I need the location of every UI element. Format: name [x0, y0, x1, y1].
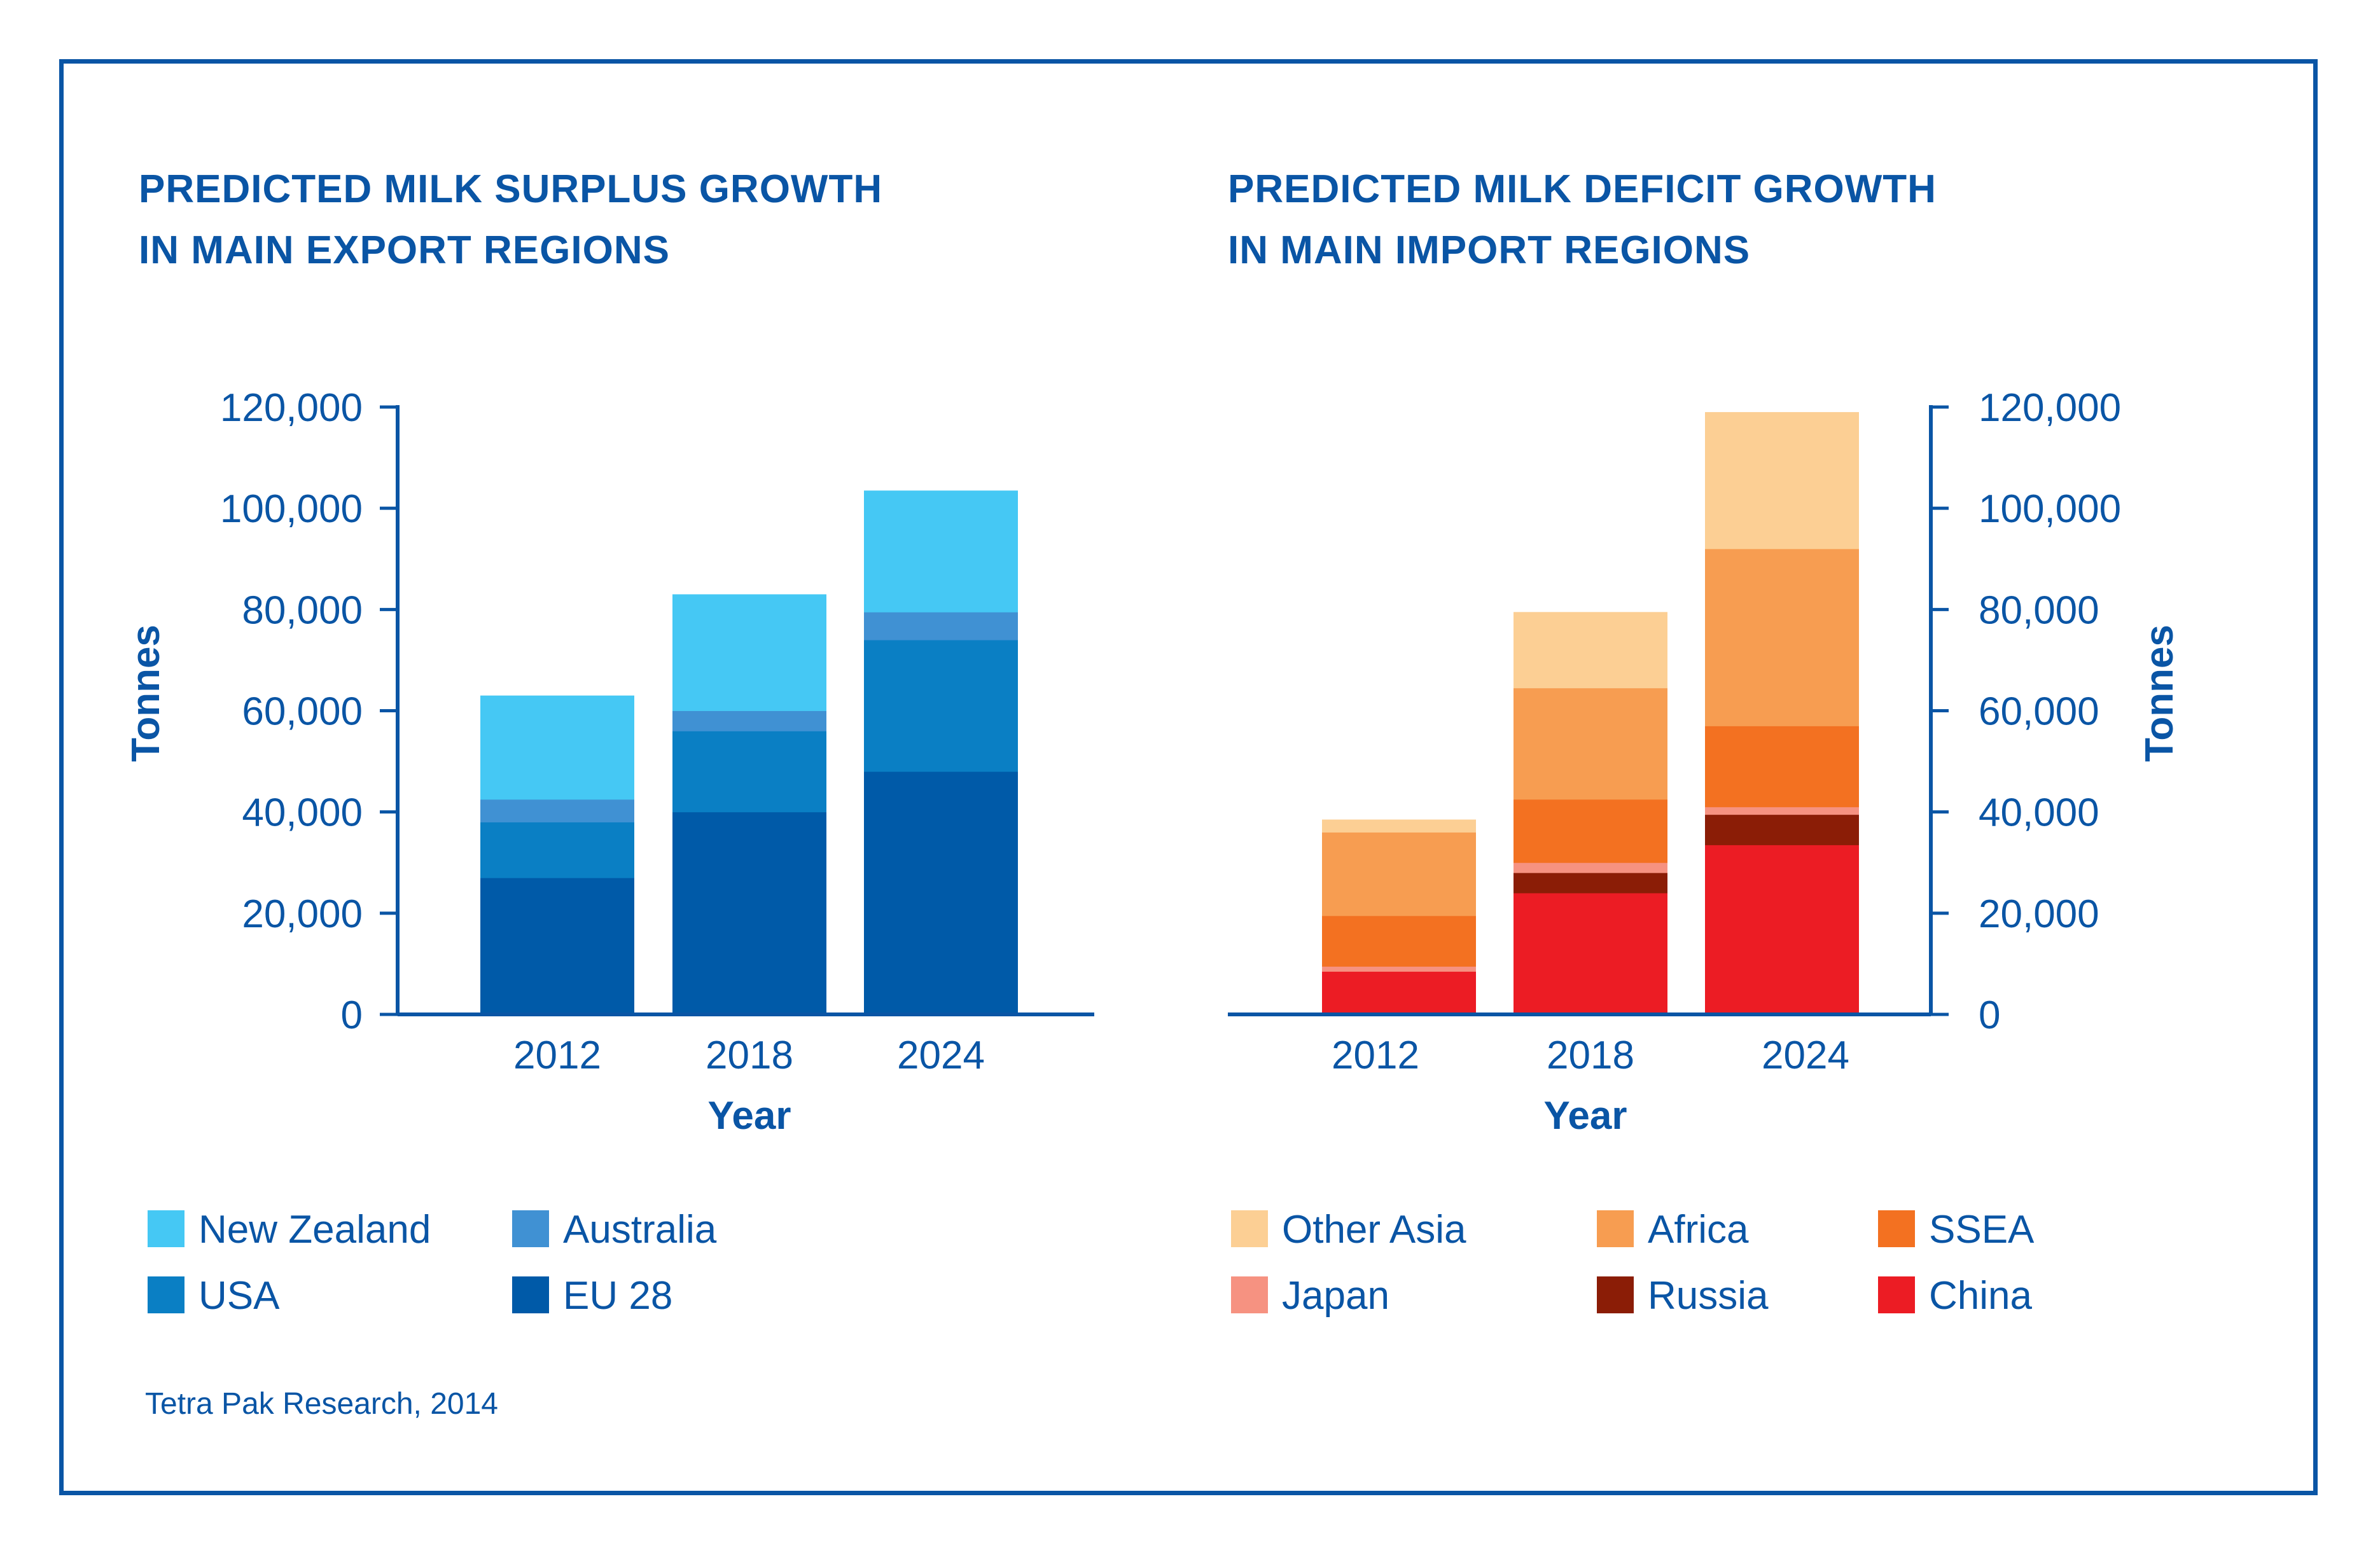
deficit-bar-2018-china [1514, 893, 1667, 1015]
surplus-bar-2012-new-zealand [480, 695, 634, 800]
surplus-y-tick-label-3: 60,000 [242, 690, 363, 734]
surplus-legend-label-new-zealand: New Zealand [198, 1208, 431, 1252]
surplus-legend-swatch-australia [512, 1210, 549, 1247]
deficit-y-tick-label-5: 100,000 [1979, 487, 2121, 531]
surplus-y-tick-label-5: 100,000 [220, 487, 363, 531]
surplus-bar-2018-eu-28 [672, 812, 826, 1015]
surplus-x-tick-label-2012: 2012 [513, 1033, 601, 1077]
surplus-y-tick-label-6: 120,000 [220, 386, 363, 430]
deficit-bar-2012-ssea [1322, 915, 1476, 967]
surplus-legend-swatch-eu-28 [512, 1276, 549, 1313]
left-chart-title-line-2: IN MAIN EXPORT REGIONS [139, 228, 670, 272]
deficit-y-tick-label-3: 60,000 [1979, 690, 2099, 734]
deficit-legend-label-russia: Russia [1648, 1274, 1769, 1318]
surplus-bar-2012-eu-28 [480, 878, 634, 1015]
deficit-bar-2012-africa [1322, 832, 1476, 916]
deficit-bar-2012-japan [1322, 966, 1476, 972]
deficit-bar-2018-russia [1514, 873, 1667, 894]
surplus-y-axis-title: Tonnes [124, 625, 168, 762]
surplus-y-tick-label-4: 80,000 [242, 588, 363, 632]
surplus-x-axis-title: Year [707, 1094, 791, 1138]
surplus-x-tick-label-2018: 2018 [706, 1033, 793, 1077]
surplus-y-tick-label-1: 20,000 [242, 892, 363, 936]
deficit-y-tick-label-1: 20,000 [1979, 892, 2099, 936]
right-chart-title: PREDICTED MILK DEFICIT GROWTH IN MAIN IM… [1228, 159, 1937, 281]
surplus-bar-2018-australia [672, 710, 826, 731]
surplus-y-tick-label-0: 0 [341, 993, 363, 1037]
deficit-bar-2024-russia [1705, 814, 1859, 845]
surplus-bar-2024-australia [864, 612, 1018, 640]
deficit-bar-2024-japan [1705, 806, 1859, 815]
deficit-legend-label-china: China [1929, 1274, 2033, 1318]
right-chart-title-line-1: PREDICTED MILK DEFICIT GROWTH [1228, 167, 1937, 211]
deficit-bar-2012-other-asia [1322, 819, 1476, 833]
surplus-bar-2012-usa [480, 822, 634, 878]
deficit-legend-swatch-russia [1597, 1276, 1634, 1313]
deficit-x-tick-label-2018: 2018 [1547, 1033, 1634, 1077]
deficit-legend-swatch-ssea [1878, 1210, 1915, 1247]
deficit-bar-2018-africa [1514, 688, 1667, 800]
figure-frame [59, 59, 2318, 1495]
surplus-legend-label-usa: USA [198, 1274, 280, 1318]
surplus-bar-2024-new-zealand [864, 490, 1018, 612]
surplus-legend-label-australia: Australia [563, 1208, 717, 1252]
deficit-legend-label-other-asia: Other Asia [1282, 1208, 1466, 1252]
deficit-legend-label-ssea: SSEA [1929, 1208, 2035, 1252]
left-chart-title-line-1: PREDICTED MILK SURPLUS GROWTH [139, 167, 883, 211]
right-chart-title-line-2: IN MAIN IMPORT REGIONS [1228, 228, 1751, 272]
deficit-x-tick-label-2024: 2024 [1762, 1033, 1849, 1077]
deficit-legend-swatch-china [1878, 1276, 1915, 1313]
deficit-legend-swatch-africa [1597, 1210, 1634, 1247]
deficit-bar-2012-china [1322, 971, 1476, 1015]
deficit-legend-label-japan: Japan [1282, 1274, 1389, 1318]
surplus-legend-label-eu-28: EU 28 [563, 1274, 672, 1318]
deficit-bar-2018-ssea [1514, 799, 1667, 863]
deficit-legend-swatch-japan [1231, 1276, 1268, 1313]
deficit-bar-2024-china [1705, 845, 1859, 1015]
surplus-y-tick-label-2: 40,000 [242, 791, 363, 835]
deficit-y-tick-label-0: 0 [1979, 993, 2000, 1037]
deficit-bar-2024-africa [1705, 548, 1859, 726]
surplus-legend-swatch-usa [148, 1276, 184, 1313]
deficit-legend-label-africa: Africa [1648, 1208, 1749, 1252]
deficit-x-axis-title: Year [1543, 1094, 1627, 1138]
deficit-bar-2018-japan [1514, 862, 1667, 873]
surplus-bar-2024-eu-28 [864, 771, 1018, 1015]
deficit-y-tick-label-4: 80,000 [1979, 588, 2099, 632]
deficit-y-axis-title: Tonnes [2138, 625, 2182, 762]
deficit-bar-2018-other-asia [1514, 612, 1667, 689]
surplus-legend-swatch-new-zealand [148, 1210, 184, 1247]
deficit-bar-2024-ssea [1705, 726, 1859, 808]
deficit-bar-2024-other-asia [1705, 411, 1859, 549]
deficit-y-tick-label-6: 120,000 [1979, 386, 2121, 430]
left-chart-title: PREDICTED MILK SURPLUS GROWTH IN MAIN EX… [139, 159, 882, 281]
deficit-y-tick-label-2: 40,000 [1979, 791, 2099, 835]
deficit-x-tick-label-2012: 2012 [1332, 1033, 1419, 1077]
surplus-bar-2018-new-zealand [672, 594, 826, 711]
deficit-legend-swatch-other-asia [1231, 1210, 1268, 1247]
surplus-bar-2024-usa [864, 640, 1018, 772]
source-note: Tetra Pak Research, 2014 [145, 1387, 498, 1421]
surplus-bar-2012-australia [480, 799, 634, 823]
surplus-x-tick-label-2024: 2024 [897, 1033, 985, 1077]
surplus-bar-2018-usa [672, 731, 826, 813]
